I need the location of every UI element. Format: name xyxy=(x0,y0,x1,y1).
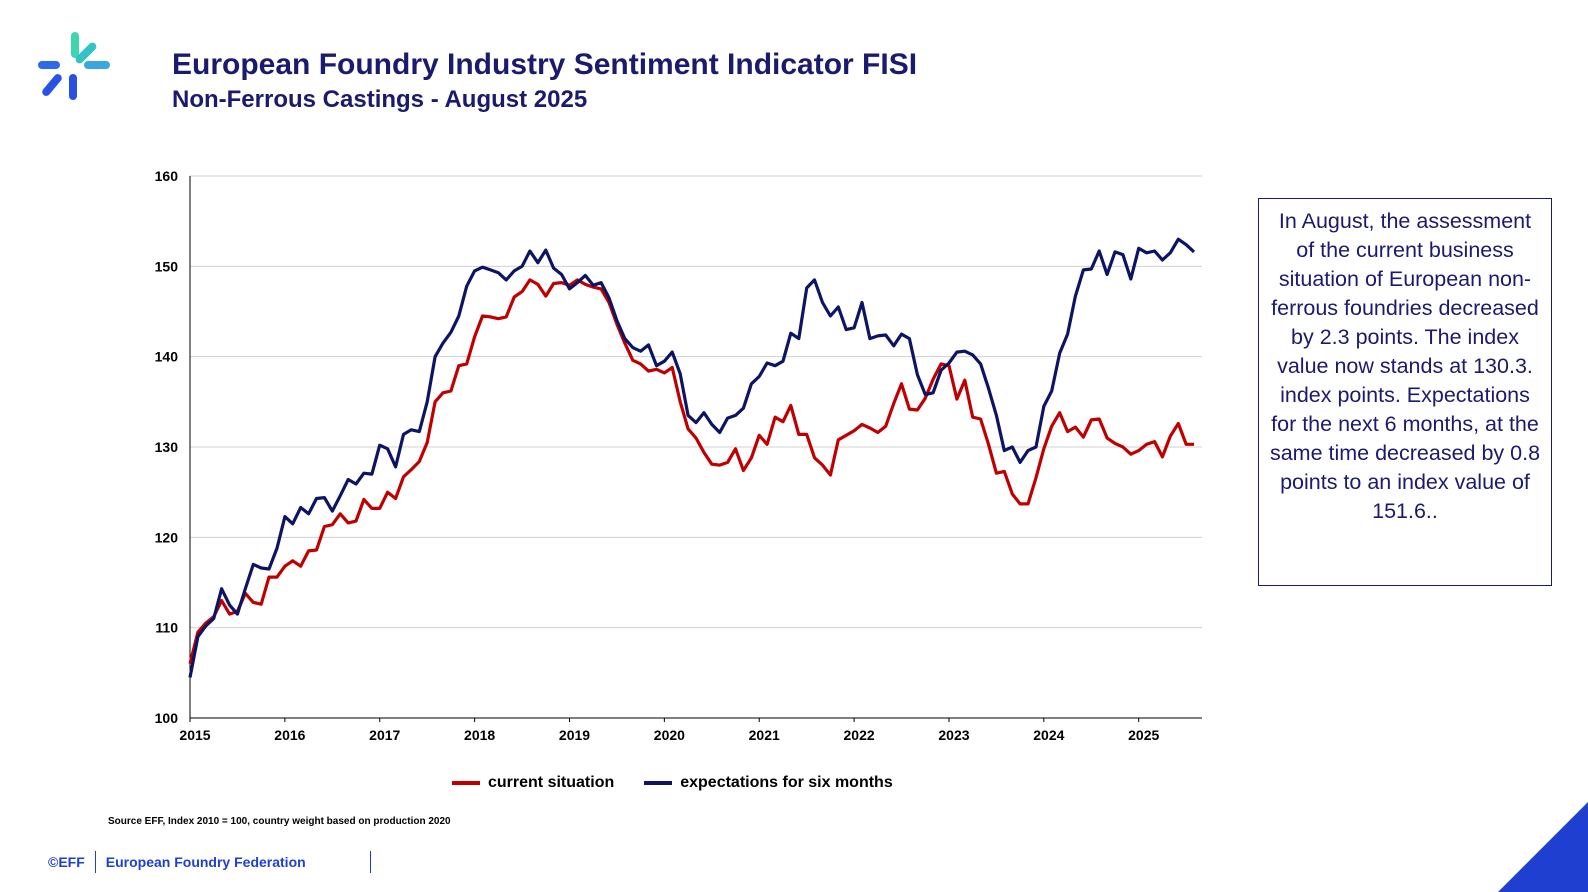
legend-item-expectations: expectations for six months xyxy=(644,774,893,792)
x-tick-label: 2024 xyxy=(1033,727,1064,743)
chart-legend: current situation expectations for six m… xyxy=(452,774,893,792)
x-tick-label: 2023 xyxy=(938,727,969,743)
x-tick-label: 2017 xyxy=(369,727,400,743)
legend-item-current: current situation xyxy=(452,774,614,792)
y-tick-label: 130 xyxy=(155,439,179,455)
x-tick-label: 2019 xyxy=(559,727,590,743)
x-tick-label: 2022 xyxy=(844,727,875,743)
legend-label-current: current situation xyxy=(488,774,615,791)
footer-divider-end xyxy=(369,851,371,873)
legend-label-expectations: expectations for six months xyxy=(680,774,893,791)
commentary-box: In August, the assessment of the current… xyxy=(1258,198,1552,586)
grid-lines xyxy=(190,175,1202,629)
series-lines xyxy=(188,237,1196,678)
source-note: Source EFF, Index 2010 = 100, country we… xyxy=(108,816,451,827)
eff-logo xyxy=(38,32,110,100)
series-line-current-situation xyxy=(188,278,1194,665)
series-line-expectations xyxy=(188,237,1196,678)
chart-axes: 100 110 120 130 140 150 160 2015 2016 2017 2018 201… xyxy=(155,168,1202,743)
footer: ©EFF European Foundry Federation xyxy=(48,851,371,873)
y-tick-label: 120 xyxy=(155,529,179,545)
footer-divider xyxy=(94,851,96,873)
y-tick-label: 110 xyxy=(155,620,178,636)
x-tick-label: 2025 xyxy=(1128,727,1159,743)
y-tick-label: 160 xyxy=(155,168,179,184)
page-subtitle: Non-Ferrous Castings - August 2025 xyxy=(172,86,588,113)
page-title: European Foundry Industry Sentiment Indi… xyxy=(172,48,918,81)
footer-org-name: European Foundry Federation xyxy=(105,854,306,870)
y-tick-label: 150 xyxy=(155,258,179,274)
corner-accent xyxy=(1498,802,1588,892)
legend-swatch-expectations xyxy=(644,781,673,785)
legend-swatch-current xyxy=(452,781,480,785)
y-tick-label: 140 xyxy=(155,349,179,365)
x-tick-label: 2015 xyxy=(179,727,210,743)
x-tick-label: 2016 xyxy=(274,727,305,743)
x-tick-label: 2021 xyxy=(749,727,780,743)
footer-copyright: ©EFF xyxy=(48,854,85,870)
x-tick-label: 2020 xyxy=(654,727,685,743)
x-tick-label: 2018 xyxy=(464,727,495,743)
y-tick-label: 100 xyxy=(155,710,179,726)
